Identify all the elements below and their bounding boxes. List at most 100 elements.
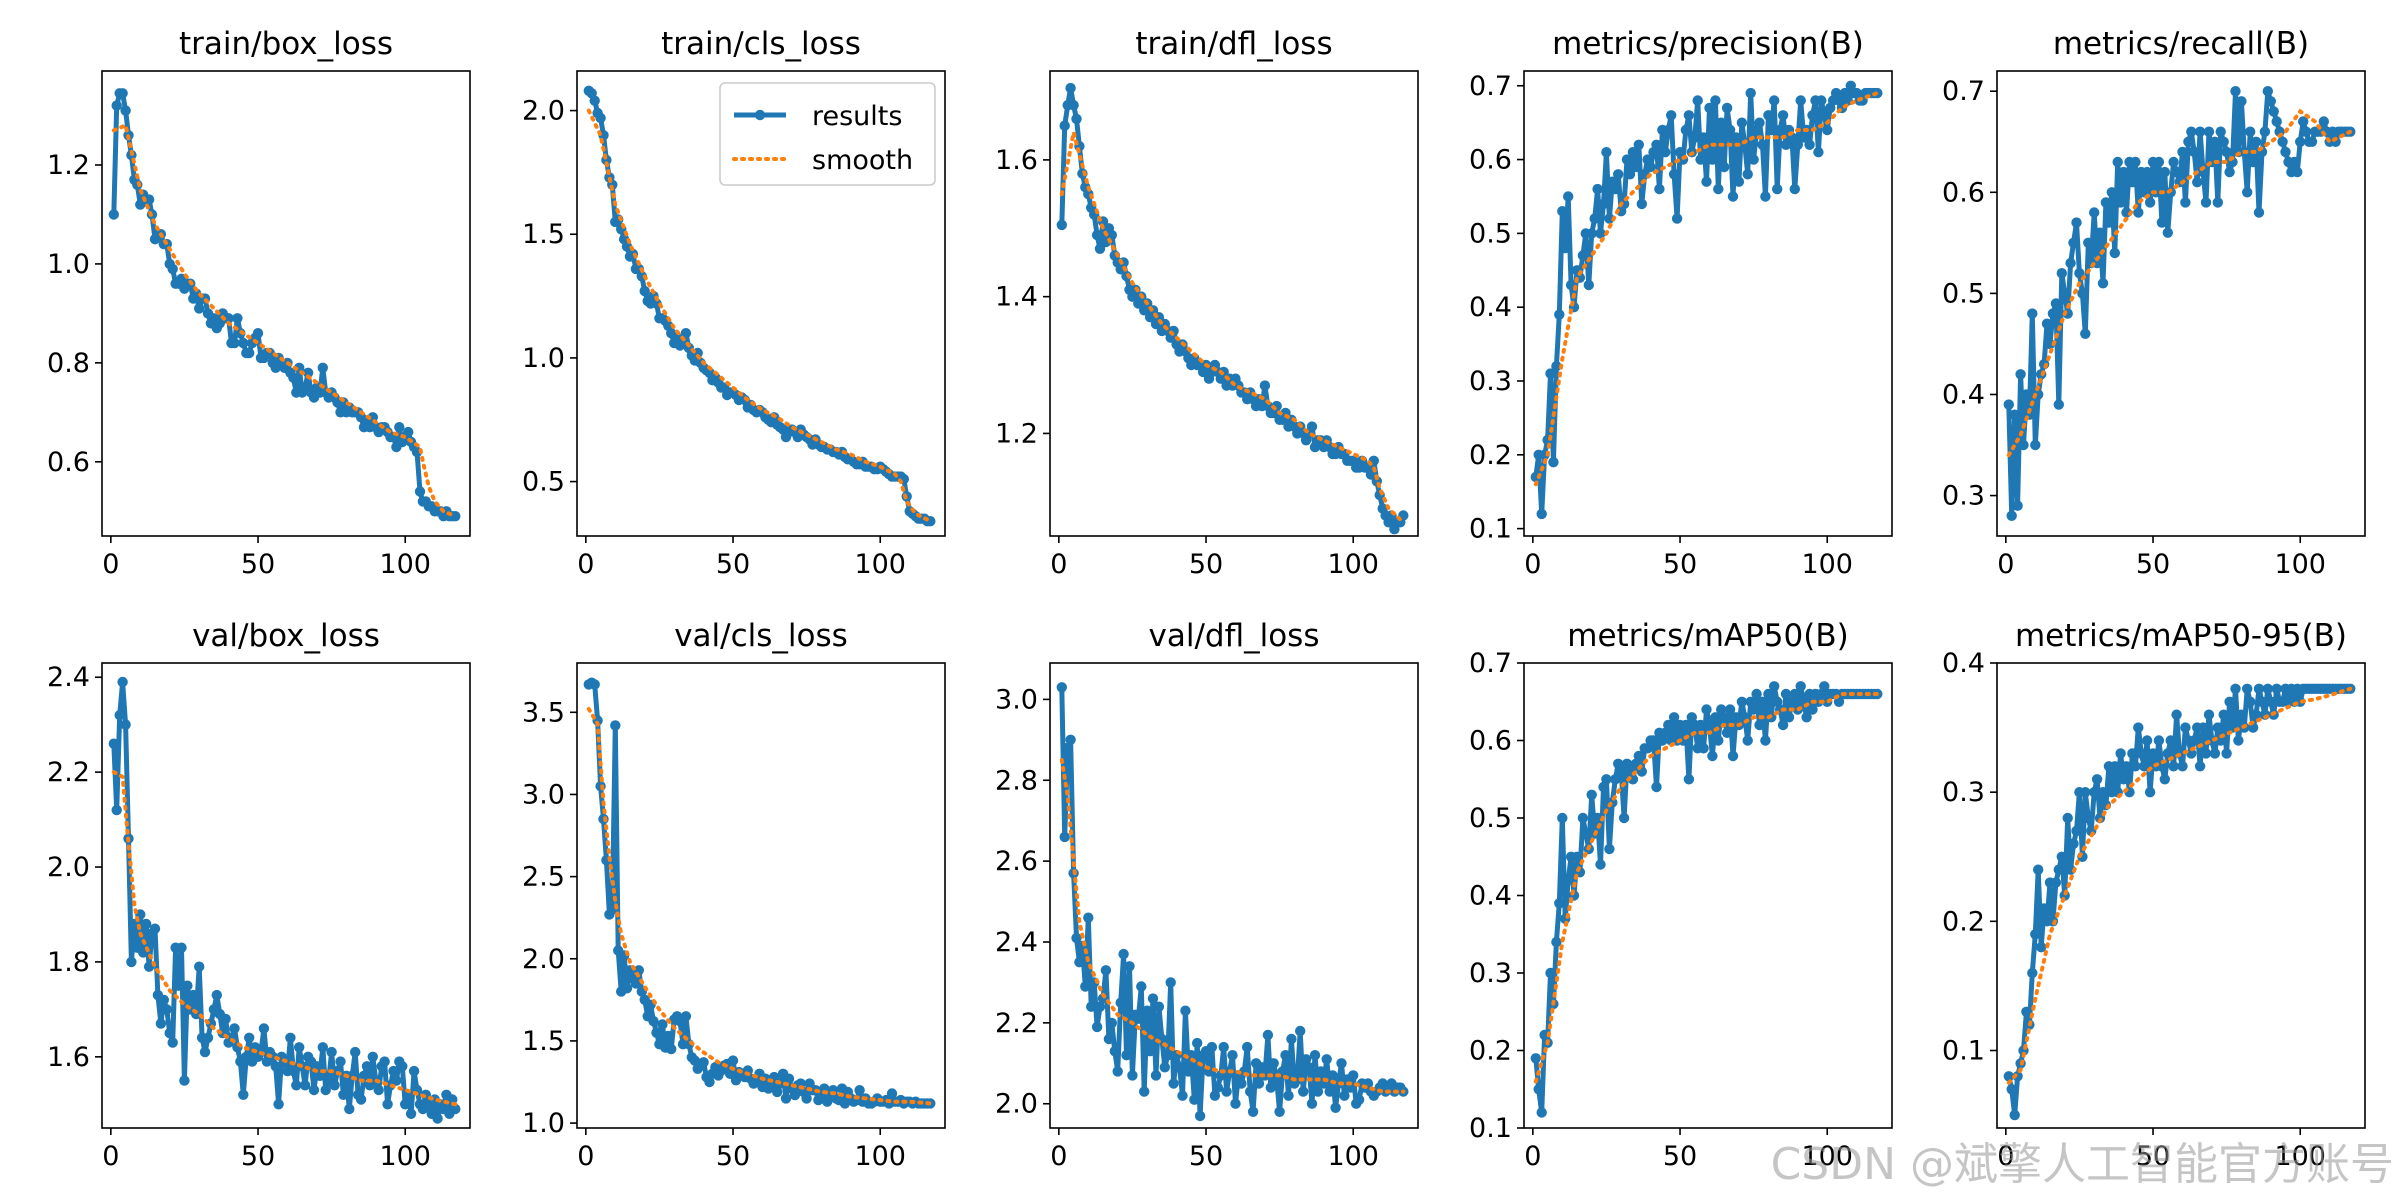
results-point <box>1698 132 1709 143</box>
results-point <box>220 1013 231 1025</box>
results-point <box>2094 227 2106 238</box>
y-tick-label: 0.1 <box>1469 514 1512 545</box>
results-point <box>666 1043 677 1055</box>
results-point <box>2203 126 2215 137</box>
smooth-line <box>111 122 458 519</box>
results-point <box>1091 229 1103 241</box>
results-point <box>149 923 161 934</box>
results-point <box>1633 139 1645 150</box>
y-tick-label: 0.1 <box>1942 1036 1985 1067</box>
results-point <box>1680 124 1692 136</box>
results-point <box>238 1089 249 1101</box>
results-point <box>2233 735 2244 746</box>
y-tick-label: 0.6 <box>1469 726 1512 757</box>
y-tick-label: 0.6 <box>1942 177 1985 208</box>
results-point <box>317 1042 328 1053</box>
results-point <box>2230 683 2241 694</box>
results-point <box>1300 1054 1312 1065</box>
x-tick-label: 0 <box>1050 1141 1067 1172</box>
results-point <box>1777 719 1789 731</box>
results-point <box>1533 1084 1544 1095</box>
results-point <box>2089 787 2100 798</box>
results-point <box>1242 1041 1253 1053</box>
y-tick-label: 1.0 <box>522 1108 565 1139</box>
results-point <box>651 1027 662 1038</box>
results-point <box>117 676 128 688</box>
results-point <box>2245 126 2256 137</box>
results-point <box>1530 1053 1542 1064</box>
results-point <box>2109 761 2120 772</box>
subplot-4: metrics/precision(B) 0 50 100 0.1 0.2 0.3 0.4 0.… <box>1469 26 1893 580</box>
results-point <box>1789 688 1801 700</box>
results-point <box>2100 197 2112 208</box>
results-point <box>450 511 461 522</box>
results-point <box>2097 787 2109 798</box>
x-tick-label: 100 <box>1327 549 1379 580</box>
results-point <box>1056 219 1068 231</box>
y-tick-label: 2.0 <box>995 1089 1038 1120</box>
x-tick-label: 50 <box>1663 549 1697 580</box>
results-point <box>2003 1071 2015 1082</box>
results-point <box>173 980 184 991</box>
y-tick-label: 0.4 <box>1469 292 1512 323</box>
results-point <box>1601 774 1612 785</box>
results-point <box>1789 183 1801 195</box>
results-point <box>1766 124 1777 136</box>
results-point <box>1212 1082 1224 1093</box>
x-tick-label: 50 <box>1189 1141 1223 1172</box>
results-point <box>1265 1082 1277 1093</box>
results-point <box>2186 126 2197 137</box>
results-point <box>238 337 249 349</box>
results-point <box>2242 683 2253 694</box>
results-point <box>2259 126 2271 137</box>
results-point <box>2056 268 2067 279</box>
results-point <box>2009 1109 2020 1121</box>
smooth-line <box>2006 108 2353 458</box>
results-point <box>2130 761 2141 772</box>
results-point <box>2209 136 2221 147</box>
results-point <box>1613 169 1624 180</box>
x-tick-label: 50 <box>241 549 275 580</box>
results-point <box>1663 124 1674 136</box>
results-point <box>1056 682 1068 693</box>
results-point <box>2144 787 2156 798</box>
results-point <box>1327 1070 1338 1081</box>
results-point <box>2097 278 2109 289</box>
results-point <box>1280 1050 1291 1061</box>
results-point <box>2171 166 2182 178</box>
results-point <box>2056 851 2067 862</box>
results-point <box>2177 146 2188 158</box>
results-point <box>1719 712 1730 723</box>
axes-frame <box>1049 662 1419 1129</box>
subplot-title: train/box_loss <box>179 26 393 62</box>
results-point <box>373 1084 384 1096</box>
results-point <box>199 1046 211 1058</box>
results-point <box>229 1023 240 1034</box>
plot-area <box>2003 86 2356 521</box>
results-point <box>1710 95 1721 106</box>
y-tick-label: 0.5 <box>522 467 565 498</box>
subplot-title: train/cls_loss <box>661 26 861 62</box>
results-point <box>2200 197 2212 208</box>
y-tick-label: 0.3 <box>1469 958 1512 989</box>
results-point <box>1813 696 1824 707</box>
results-point <box>1651 139 1662 150</box>
results-point <box>1306 1098 1318 1109</box>
y-tick-label: 0.2 <box>1942 906 1985 937</box>
results-point <box>2168 156 2179 168</box>
results-point <box>2106 187 2117 198</box>
results-point <box>1324 1086 1335 1097</box>
results-point <box>2136 748 2147 759</box>
axes-frame <box>1996 662 2366 1129</box>
results-point <box>2062 812 2073 824</box>
results-point <box>1183 1066 1194 1077</box>
results-point <box>2112 156 2123 168</box>
results-point <box>2141 735 2153 746</box>
results-point <box>1624 169 1636 180</box>
subplot-title: metrics/recall(B) <box>2053 26 2309 62</box>
results-point <box>2156 761 2168 772</box>
results-point <box>1589 213 1600 224</box>
axes-frame <box>1523 662 1893 1129</box>
results-point <box>229 337 240 349</box>
results-point <box>2083 812 2094 824</box>
